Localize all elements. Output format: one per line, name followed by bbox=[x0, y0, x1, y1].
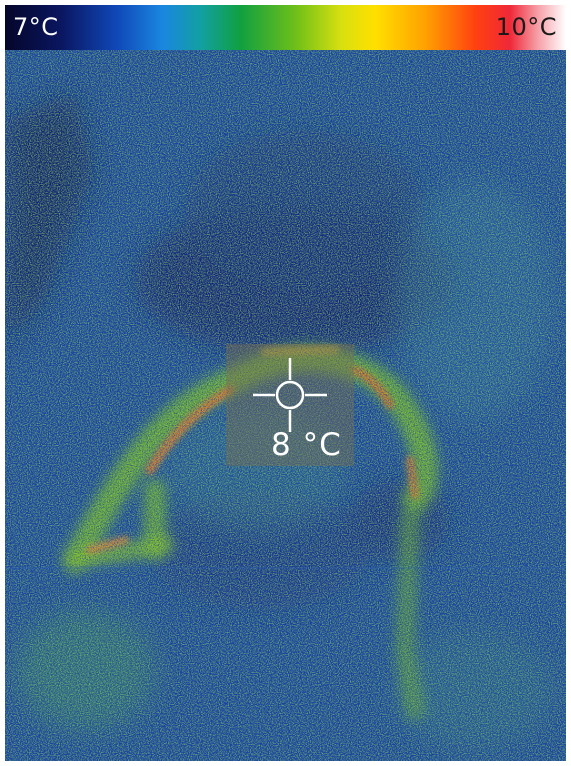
warm-arch-halo bbox=[62, 345, 439, 720]
crosshair-icon bbox=[253, 358, 327, 432]
spot-temperature-label: 8 °C bbox=[271, 427, 342, 463]
scale-min-label: 7°C bbox=[13, 13, 59, 41]
thermal-heatmap bbox=[5, 50, 566, 761]
mid-temperature-regions bbox=[15, 180, 555, 750]
scale-max-label: 10°C bbox=[495, 13, 557, 41]
thermal-view: 8 °C bbox=[5, 50, 566, 761]
temperature-scale-bar: 7°C 10°C bbox=[5, 5, 566, 50]
warm-arch-core bbox=[86, 346, 419, 554]
thermal-image-frame: 7°C 10°C bbox=[5, 5, 566, 761]
